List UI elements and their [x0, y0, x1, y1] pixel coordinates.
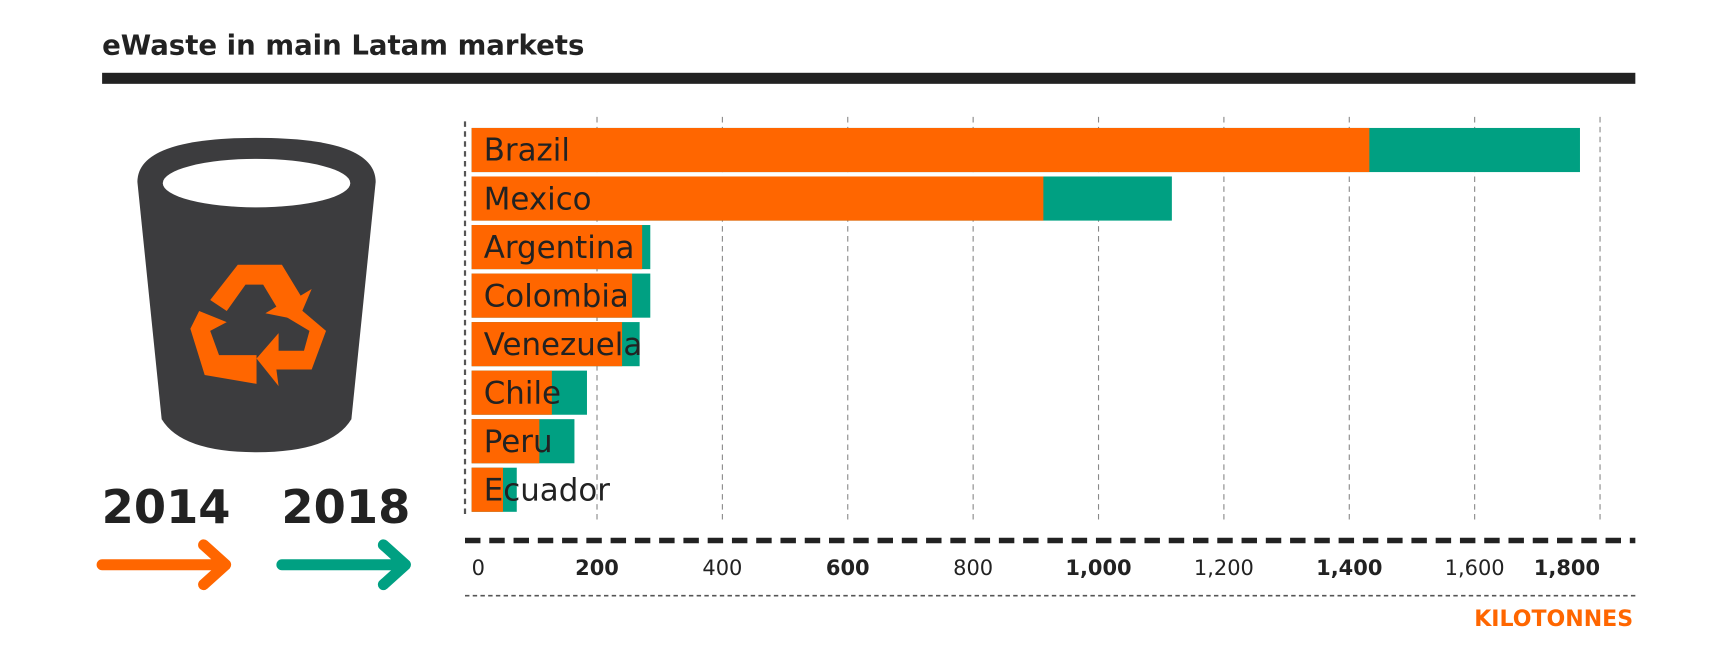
bar [471, 127, 1370, 173]
category-label: Peru [484, 424, 553, 460]
x-tick-label: 600 [826, 556, 870, 580]
x-tick-label: 800 [953, 556, 993, 580]
bar [471, 225, 643, 270]
legend-label: 2018 [281, 480, 410, 534]
trash-icon [137, 137, 376, 453]
bar [471, 273, 633, 318]
x-tick-label: 200 [575, 556, 619, 580]
x-tick-label: 1,600 [1445, 556, 1505, 580]
title-rule [102, 72, 1636, 84]
category-label: Colombia [484, 278, 629, 314]
legend-arrow [276, 539, 411, 591]
x-tick-label: 400 [702, 556, 742, 580]
x-tick-label: 1,000 [1065, 556, 1131, 580]
category-label: Ecuador [484, 472, 610, 508]
legend-arrow [96, 539, 232, 591]
bar [471, 370, 552, 415]
x-axis-label: KILOTONNES [1474, 607, 1633, 632]
category-label: Chile [484, 375, 561, 411]
legend: 2014 2018 [96, 480, 411, 591]
x-tick-label: 1,800 [1534, 556, 1600, 580]
category-label: Brazil [484, 133, 570, 169]
category-label: Mexico [484, 181, 592, 217]
chart-title: eWaste in main Latam markets [102, 28, 584, 61]
bar [471, 419, 540, 464]
legend-label: 2014 [102, 480, 231, 534]
bar [471, 322, 623, 367]
bar [471, 467, 503, 512]
bar [471, 176, 1044, 221]
category-label: Venezuela [484, 327, 643, 363]
category-label: Argentina [484, 230, 635, 266]
x-tick-label: 0 [472, 556, 485, 580]
x-tick-label: 1,400 [1316, 556, 1382, 580]
x-tick-label: 1,200 [1194, 556, 1254, 580]
